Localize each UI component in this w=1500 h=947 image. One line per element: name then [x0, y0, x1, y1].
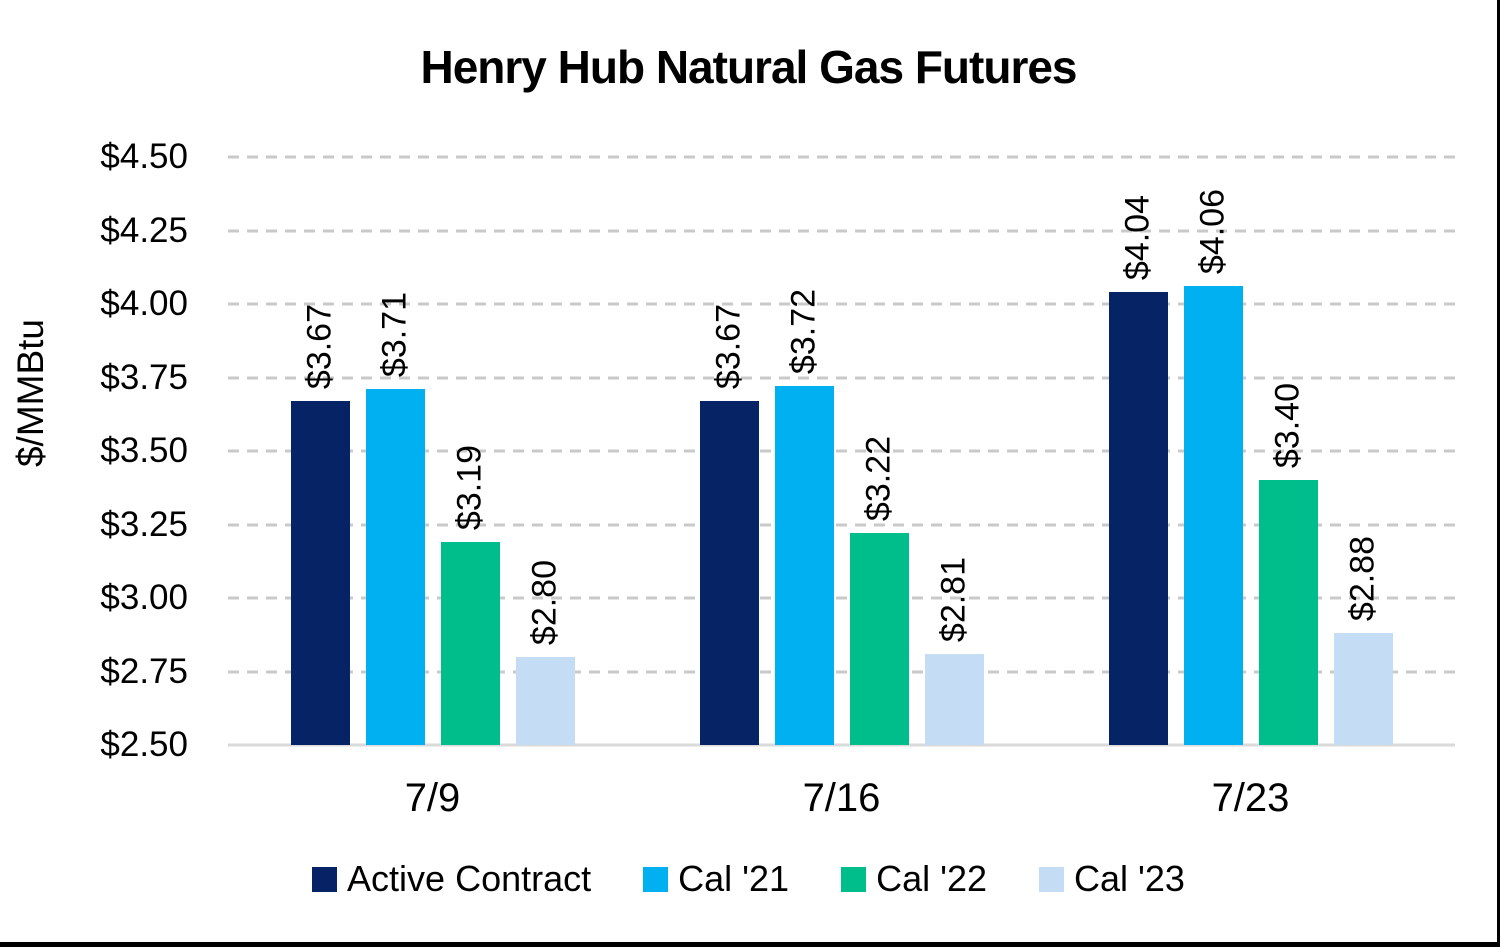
legend-swatch	[1039, 866, 1065, 892]
legend-label: Active Contract	[347, 858, 592, 899]
bar-value-label: $3.67	[709, 303, 748, 390]
x-axis-category-label: 7/16	[802, 776, 881, 820]
bar-value-label: $2.88	[1343, 536, 1382, 622]
bar-group: $4.04 $4.06 $3.40 $2.88	[1046, 157, 1455, 745]
gridline	[228, 743, 1455, 747]
bar-groups: $3.67 $3.71 $3.19 $2.80 $3.67 $3.72 $3.22 $2.81…	[228, 157, 1455, 745]
bar: $3.40	[1258, 383, 1318, 745]
gridline	[228, 229, 1455, 232]
y-tick-label: $2.75	[100, 651, 188, 691]
bar-value-label: $2.80	[525, 559, 564, 645]
bar-value-label: $3.72	[784, 289, 823, 375]
gridline	[228, 155, 1455, 159]
y-tick-label: $3.00	[100, 578, 188, 617]
bar: $4.04	[1108, 195, 1168, 745]
y-tick-label: $3.25	[100, 504, 188, 544]
bar: $2.80	[515, 560, 575, 745]
bar-value-label: $2.81	[934, 556, 973, 642]
bar: $3.71	[365, 292, 425, 745]
y-tick-label: $2.50	[100, 725, 188, 764]
bar: $3.19	[440, 445, 500, 745]
bar-value-label: $4.04	[1118, 195, 1157, 281]
legend-label: Cal '22	[876, 858, 988, 899]
y-axis-tick-labels: $2.50 $2.75 $3.00 $3.25 $3.50 $3.75 $4.00 $4.25…	[0, 137, 196, 764]
y-tick-label: $3.75	[100, 357, 188, 397]
bar-group: $3.67 $3.71 $3.19 $2.80	[228, 157, 637, 745]
y-tick-label: $4.25	[100, 210, 188, 250]
legend-item: Active Contract	[312, 858, 591, 900]
legend-label: Cal '23	[1074, 858, 1185, 899]
x-axis-category-label: 7/9	[404, 776, 461, 820]
chart-title: Henry Hub Natural Gas Futures	[420, 41, 1077, 93]
gridline	[228, 302, 1455, 306]
bar-value-label: $3.67	[300, 303, 339, 390]
gridline	[228, 670, 1455, 673]
bar-value-label: $3.19	[450, 445, 489, 531]
bar: $3.72	[774, 289, 834, 745]
x-axis-category-label: 7/23	[1211, 776, 1290, 820]
bar-value-label: $3.22	[859, 436, 898, 522]
legend: Active Contract Cal '21 Cal '22 Cal '23	[0, 858, 1497, 900]
bar-value-label: $4.06	[1193, 189, 1232, 275]
y-tick-label: $3.50	[100, 431, 188, 470]
bar: $2.88	[1333, 536, 1393, 745]
bar: $4.06	[1183, 189, 1243, 745]
bar-group: $3.67 $3.72 $3.22 $2.81	[637, 157, 1046, 745]
legend-label: Cal '21	[678, 858, 790, 899]
legend-swatch	[312, 866, 338, 892]
bar: $3.67	[290, 304, 350, 745]
bar: $3.22	[849, 436, 909, 745]
y-tick-label: $4.50	[100, 137, 188, 176]
legend-swatch	[841, 866, 867, 892]
y-tick-label: $4.00	[100, 284, 188, 323]
gridline	[228, 449, 1455, 453]
bar-value-label: $3.40	[1268, 383, 1307, 469]
gridline	[228, 376, 1455, 379]
legend-item: Cal '22	[841, 858, 987, 900]
x-axis-category-labels: 7/9 7/16 7/23	[228, 776, 1455, 821]
legend-item: Cal '21	[643, 858, 789, 900]
bar: $2.81	[924, 557, 984, 745]
plot-area: $3.67 $3.71 $3.19 $2.80 $3.67 $3.72 $3.22 $2.81…	[228, 155, 1455, 747]
gridline	[228, 523, 1455, 526]
bar-value-label: $3.71	[375, 292, 414, 378]
legend-swatch	[643, 866, 669, 892]
gridline	[228, 596, 1455, 600]
bar: $3.67	[699, 304, 759, 745]
legend-item: Cal '23	[1039, 858, 1185, 900]
